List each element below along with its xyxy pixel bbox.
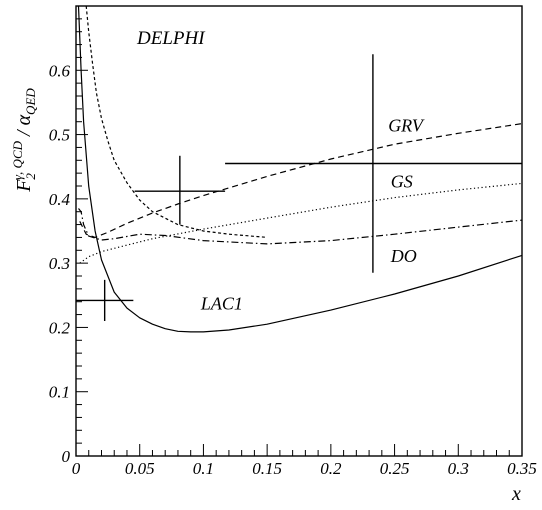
x-tick-label: 0.15 [252, 459, 282, 478]
curve-lac1 [77, 5, 523, 333]
ticks [75, 5, 523, 457]
y-axis-label-sub: 2 [23, 173, 38, 180]
curve-label-gs: GS [391, 171, 413, 191]
x-tick-label: 0.1 [193, 459, 214, 478]
x-tick-label: 0.3 [448, 459, 469, 478]
y-axis-label-main: F [13, 179, 35, 193]
curve-steep-dashed [85, 5, 268, 238]
curve-labels: GRV GS DO LAC1 [200, 115, 425, 313]
y-tick-label: 0 [62, 447, 71, 466]
y-axis-label-sep: / α [13, 114, 35, 141]
x-axis-label: x [511, 483, 521, 505]
data-points [76, 54, 522, 321]
curve-label-lac1: LAC1 [200, 293, 243, 313]
curve-do [78, 208, 523, 245]
y-tick-label: 0.6 [49, 61, 71, 80]
y-tick-label: 0.4 [49, 190, 71, 209]
curve-label-grv: GRV [388, 115, 425, 135]
curves [77, 5, 523, 333]
x-tick-label: 0.25 [380, 459, 410, 478]
plot-frame [75, 5, 523, 457]
y-axis-label: F2γ, QCD / αQED [10, 88, 38, 193]
y-axis-label-alpha-sub: QED [23, 88, 38, 115]
curve-gs [79, 182, 523, 264]
curve-grv [79, 123, 523, 238]
x-tick-label: 0.35 [507, 459, 537, 478]
y-axis-label-sup: γ, QCD [10, 140, 25, 180]
curve-label-do: DO [390, 246, 417, 266]
chart-title: DELPHI [136, 28, 206, 49]
tick-labels: 0 0.05 0.1 0.15 0.2 0.25 0.3 0.35 0 0.1 0.2 0.3 0.4 0… [49, 61, 537, 478]
x-tick-label: 0 [72, 459, 81, 478]
x-tick-label: 0.2 [320, 459, 342, 478]
y-tick-label: 0.5 [49, 126, 70, 145]
y-tick-label: 0.1 [49, 383, 70, 402]
y-tick-label: 0.3 [49, 254, 70, 273]
y-tick-label: 0.2 [49, 318, 71, 337]
x-tick-label: 0.05 [125, 459, 155, 478]
